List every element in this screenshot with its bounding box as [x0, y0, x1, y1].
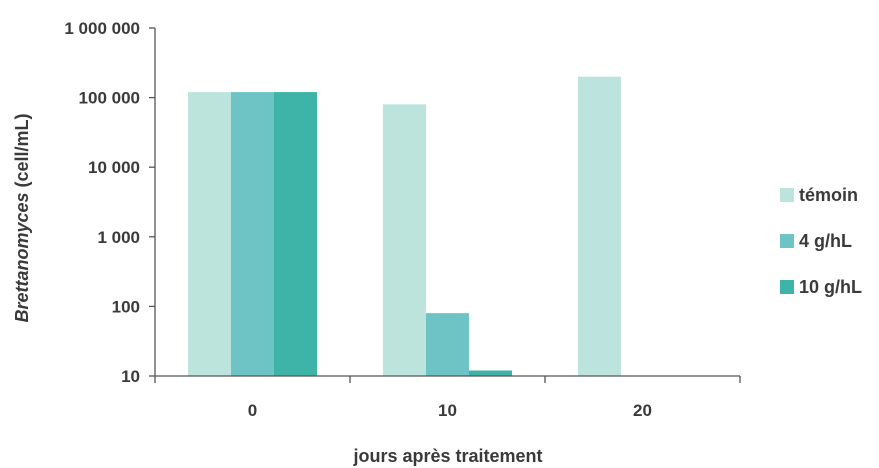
y-axis-title-italic: Brettanomyces [12, 192, 32, 322]
x-tick-label: 0 [248, 401, 257, 420]
bars-layer [188, 76, 621, 376]
bar [469, 370, 512, 376]
y-axis-title: Brettanomyces (cell/mL) [12, 113, 32, 322]
y-tick-label: 1 000 000 [64, 19, 140, 38]
bar [188, 92, 231, 376]
y-tick-label: 100 [112, 297, 140, 316]
legend-label: témoin [799, 185, 858, 205]
x-tick-label: 10 [438, 401, 457, 420]
y-tick-label: 100 000 [79, 89, 140, 108]
x-axis-title: jours après traitement [352, 446, 542, 466]
legend-swatch [780, 188, 794, 202]
legend: témoin 4 g/hL 10 g/hL [780, 185, 862, 297]
y-axis-ticks: 10 100 1 000 10 000 100 000 1 000 000 [64, 19, 155, 386]
bar [578, 76, 621, 376]
y-tick-label: 10 000 [88, 158, 140, 177]
bar [383, 104, 426, 376]
bar [274, 92, 317, 376]
legend-swatch [780, 280, 794, 294]
legend-label: 4 g/hL [799, 231, 852, 251]
y-tick-label: 1 000 [97, 228, 140, 247]
y-tick-label: 10 [121, 367, 140, 386]
x-tick-label: 20 [633, 401, 652, 420]
legend-label: 10 g/hL [799, 277, 862, 297]
bar [231, 92, 274, 376]
bar [426, 313, 469, 376]
legend-swatch [780, 234, 794, 248]
y-axis-title-unit: (cell/mL) [12, 113, 32, 192]
x-axis-ticks: 0 10 20 [154, 376, 741, 420]
